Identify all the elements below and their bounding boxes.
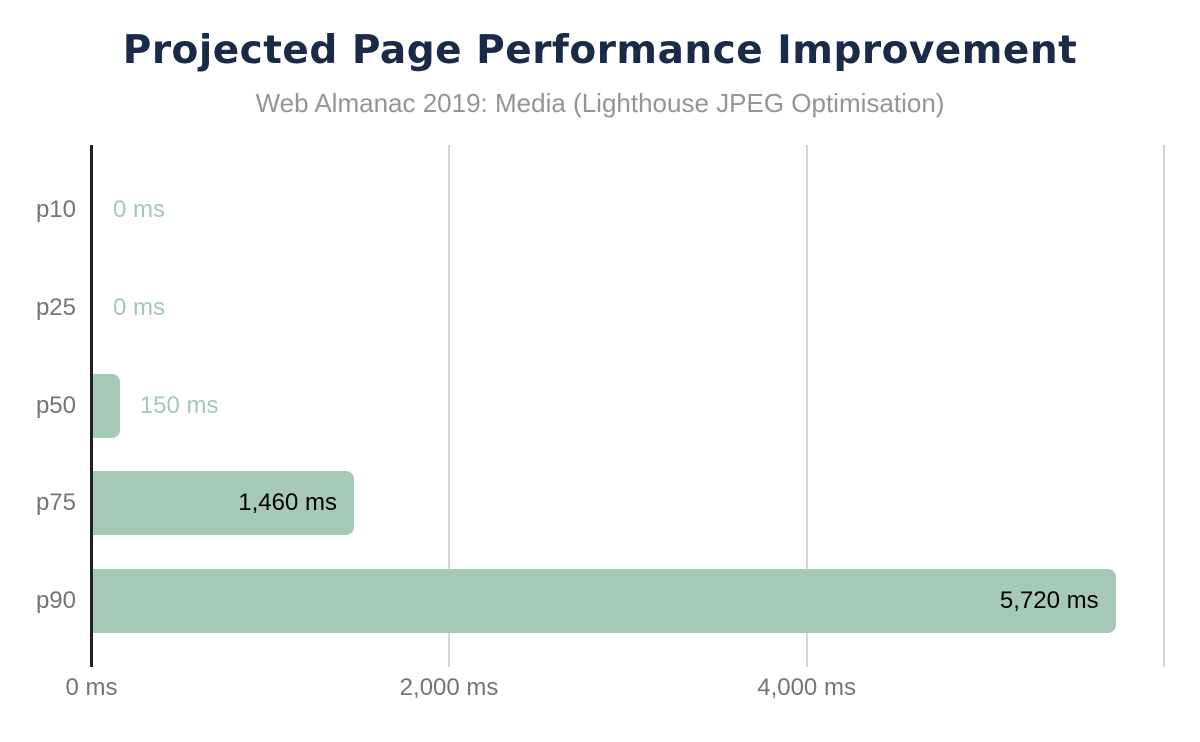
bar-value-label: 1,460 ms	[238, 489, 337, 517]
category-label: p50	[35, 391, 76, 419]
bar-value-label: 0 ms	[113, 196, 166, 223]
bar	[93, 373, 120, 438]
gridline	[448, 145, 451, 667]
chart-title: Projected Page Performance Improvement	[122, 28, 1078, 73]
x-tick-label: 0 ms	[65, 674, 118, 701]
bar	[93, 569, 1116, 633]
x-tick-label: 2,000 ms	[399, 674, 499, 701]
x-tick-label: 4,000 ms	[757, 674, 856, 701]
category-label: p75	[35, 489, 76, 517]
bar	[93, 471, 354, 536]
bar-value-label: 5,720 ms	[999, 587, 1099, 614]
category-label: p25	[35, 293, 76, 321]
chart-subtitle: Web Almanac 2019: Media (Lighthouse JPEG…	[255, 88, 945, 118]
plot-area: p10 0 ms p25 0 ms p50 150 ms p75 1,460 ms p90 5,7…	[36, 145, 1168, 701]
gridline	[1163, 145, 1166, 667]
bar-value-label: 150 ms	[139, 391, 219, 419]
gridline	[805, 145, 808, 667]
category-label: p90	[35, 587, 76, 614]
y-axis-line	[90, 145, 93, 667]
bar-value-label: 0 ms	[113, 293, 166, 321]
category-label: p10	[35, 196, 76, 223]
